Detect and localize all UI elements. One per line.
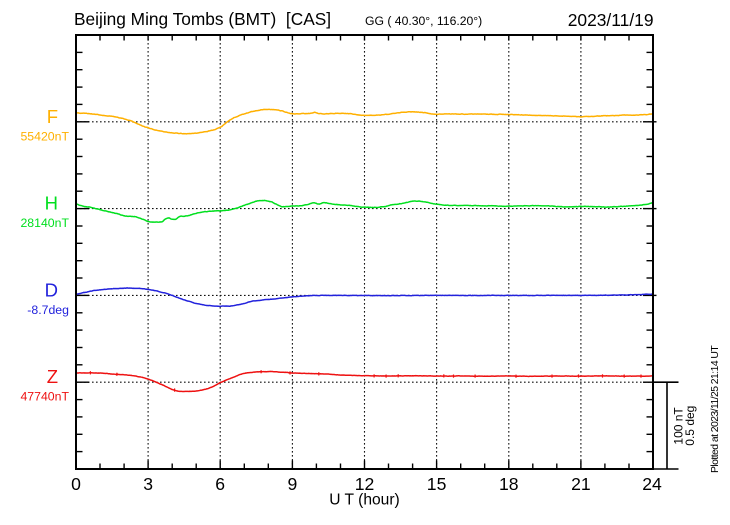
svg-text:24: 24 xyxy=(642,474,662,494)
svg-text:47740nT: 47740nT xyxy=(20,390,69,404)
svg-text:6: 6 xyxy=(215,474,225,494)
svg-text:15: 15 xyxy=(427,474,447,494)
svg-text:100 nT: 100 nT xyxy=(672,407,686,445)
svg-text:12: 12 xyxy=(355,474,375,494)
svg-text:H: H xyxy=(45,193,58,214)
svg-text:F: F xyxy=(47,106,58,127)
svg-text:28140nT: 28140nT xyxy=(20,216,69,230)
svg-text:0.5 deg: 0.5 deg xyxy=(683,406,697,446)
svg-text:Plotted at 2023/11/25 21:14 UT: Plotted at 2023/11/25 21:14 UT xyxy=(710,345,721,473)
svg-text:9: 9 xyxy=(288,474,298,494)
svg-text:U T (hour): U T (hour) xyxy=(329,492,399,509)
svg-text:GG ( 40.30°, 116.20°): GG ( 40.30°, 116.20°) xyxy=(365,14,482,28)
svg-text:Z: Z xyxy=(47,366,58,387)
svg-text:0: 0 xyxy=(71,474,81,494)
svg-text:D: D xyxy=(45,279,58,300)
svg-text:21: 21 xyxy=(571,474,591,494)
svg-text:18: 18 xyxy=(499,474,519,494)
svg-text:-8.7deg: -8.7deg xyxy=(27,303,69,317)
svg-text:3: 3 xyxy=(143,474,153,494)
svg-text:55420nT: 55420nT xyxy=(20,129,69,143)
svg-text:2023/11/19: 2023/11/19 xyxy=(568,10,654,30)
svg-text:Beijing Ming Tombs (BMT) [CAS: Beijing Ming Tombs (BMT) [CAS] xyxy=(74,9,331,29)
